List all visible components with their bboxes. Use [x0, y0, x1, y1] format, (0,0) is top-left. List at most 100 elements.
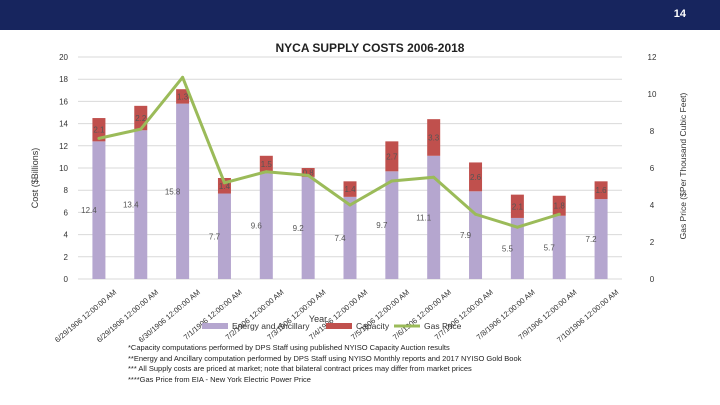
y-tick-label: 8: [64, 186, 69, 195]
y-tick-label: 6: [64, 208, 69, 217]
y-tick-label: 12: [59, 142, 68, 151]
energy-data-label: 13.4: [123, 201, 139, 210]
energy-data-label: 7.9: [460, 231, 472, 240]
legend-label: Capacity: [356, 321, 390, 331]
energy-bar: [301, 176, 315, 279]
capacity-bar: [92, 118, 106, 142]
legend-label: Energy and Ancillary: [232, 321, 310, 331]
gas-price-point: [264, 170, 268, 174]
y2-tick-label: 10: [648, 90, 657, 99]
capacity-data-label: 2.7: [386, 152, 398, 161]
gas-price-point: [306, 173, 310, 177]
energy-data-label: 9.6: [251, 222, 263, 231]
capacity-bar: [594, 181, 608, 200]
energy-bar: [259, 172, 273, 279]
capacity-bar: [427, 119, 441, 156]
energy-data-label: 12.4: [81, 206, 97, 215]
capacity-bar: [301, 168, 315, 177]
footnote-market: *** All Supply costs are priced at marke…: [128, 364, 472, 373]
energy-bar: [427, 155, 441, 279]
capacity-data-label: 0.8: [303, 168, 315, 177]
gas-price-point: [139, 127, 143, 131]
energy-data-label: 9.2: [293, 224, 305, 233]
y-tick-label: 14: [59, 120, 68, 129]
energy-bar: [510, 217, 524, 279]
page-number: 14: [673, 8, 686, 20]
energy-bar: [594, 199, 608, 279]
y2-tick-label: 4: [650, 201, 655, 210]
capacity-data-label: 3.3: [428, 133, 440, 142]
capacity-bar: [510, 194, 524, 218]
x-axis-ticks: 6/29/1906 12:00:00 AM6/29/1906 12:00:00 …: [53, 288, 620, 345]
capacity-data-label: 2.6: [470, 173, 482, 182]
capacity-data-label: 2.1: [512, 202, 524, 211]
gas-price-line-series: [97, 75, 561, 229]
footnote-gas: ****Gas Price from EIA - New York Electr…: [128, 374, 311, 384]
y2-tick-label: 6: [650, 164, 655, 173]
footnote-energy: **Energy and Ancillary computation perfo…: [128, 353, 522, 363]
gas-price-line: [98, 75, 560, 229]
energy-data-label: 7.2: [586, 235, 598, 244]
capacity-data-label: 1.4: [219, 182, 231, 191]
chart-legend: Energy and Ancillary Capacity Gas Price: [202, 321, 462, 331]
energy-data-label: 9.7: [376, 221, 388, 230]
energy-bar: [343, 196, 357, 279]
energy-bar: [552, 215, 566, 279]
energy-data-label: 5.7: [544, 243, 556, 252]
capacity-data-label: 1.4: [344, 185, 356, 194]
y-tick-label: 4: [64, 231, 69, 240]
y2-axis-ticks: 0 2 4 6 8 10 12: [648, 53, 657, 284]
y-tick-label: 2: [64, 253, 69, 262]
y-tick-label: 16: [59, 97, 68, 106]
y2-tick-label: 8: [650, 127, 655, 136]
gas-price-point: [348, 203, 352, 207]
capacity-bar: [552, 195, 566, 216]
gas-price-point: [97, 136, 101, 140]
energy-bar: [217, 193, 231, 279]
footnote-capacity: *Capacity computations performed by DPS …: [128, 343, 450, 352]
footnotes: *Capacity computations performed by DPS …: [128, 343, 521, 385]
y2-axis-label: Gas Price ($Per Thousand Cubic Feet): [678, 92, 688, 239]
supply-costs-chart: NYCA SUPPLY COSTS 2006-2018 0 2 4 6 8 10 12 14 1…: [30, 41, 688, 345]
energy-data-label: 5.5: [502, 244, 514, 253]
legend-swatch-capacity: [326, 323, 352, 329]
gas-price-point: [390, 179, 394, 183]
x-axis-label: Year: [309, 314, 327, 324]
gas-price-point: [515, 225, 519, 229]
energy-bar: [385, 171, 399, 279]
gas-price-point: [557, 212, 561, 216]
energy-bar: [92, 141, 106, 279]
y-tick-label: 0: [64, 275, 69, 284]
capacity-bar: [259, 155, 273, 173]
header-bar: 14: [0, 0, 720, 30]
y-tick-label: 18: [59, 75, 68, 84]
gas-price-point: [181, 75, 185, 79]
capacity-data-label: 2.1: [93, 126, 105, 135]
bar-series: 12.4 2.1 13.4 2.2 15.8 1.3 7.7 1.4 9.6 1.5 9.2 0.8 7…: [81, 89, 608, 280]
energy-data-label: 7.7: [209, 232, 221, 241]
energy-bar: [176, 103, 190, 280]
y-axis-label: Cost ($Billions): [30, 148, 40, 209]
legend-swatch-energy: [202, 323, 228, 329]
capacity-bar: [385, 141, 399, 172]
capacity-data-label: 1.3: [177, 92, 189, 101]
capacity-bar: [343, 181, 357, 197]
legend-label: Gas Price: [424, 321, 462, 331]
capacity-data-label: 1.6: [596, 186, 608, 195]
y-tick-label: 10: [59, 164, 68, 173]
energy-data-label: 11.1: [416, 213, 432, 222]
gas-price-point: [222, 181, 226, 185]
capacity-bar: [469, 162, 483, 192]
y-tick-label: 20: [59, 53, 68, 62]
energy-data-label: 15.8: [165, 187, 181, 196]
y-axis-ticks: 0 2 4 6 8 10 12 14 16 18 20: [59, 53, 68, 284]
energy-bar: [134, 130, 148, 279]
gas-price-point: [432, 175, 436, 179]
capacity-data-label: 1.8: [554, 202, 566, 211]
energy-data-label: 7.4: [334, 234, 346, 243]
y2-tick-label: 0: [650, 275, 655, 284]
gas-price-point: [474, 212, 478, 216]
capacity-bar: [176, 89, 190, 104]
y2-tick-label: 2: [650, 238, 655, 247]
capacity-data-label: 1.5: [261, 160, 273, 169]
